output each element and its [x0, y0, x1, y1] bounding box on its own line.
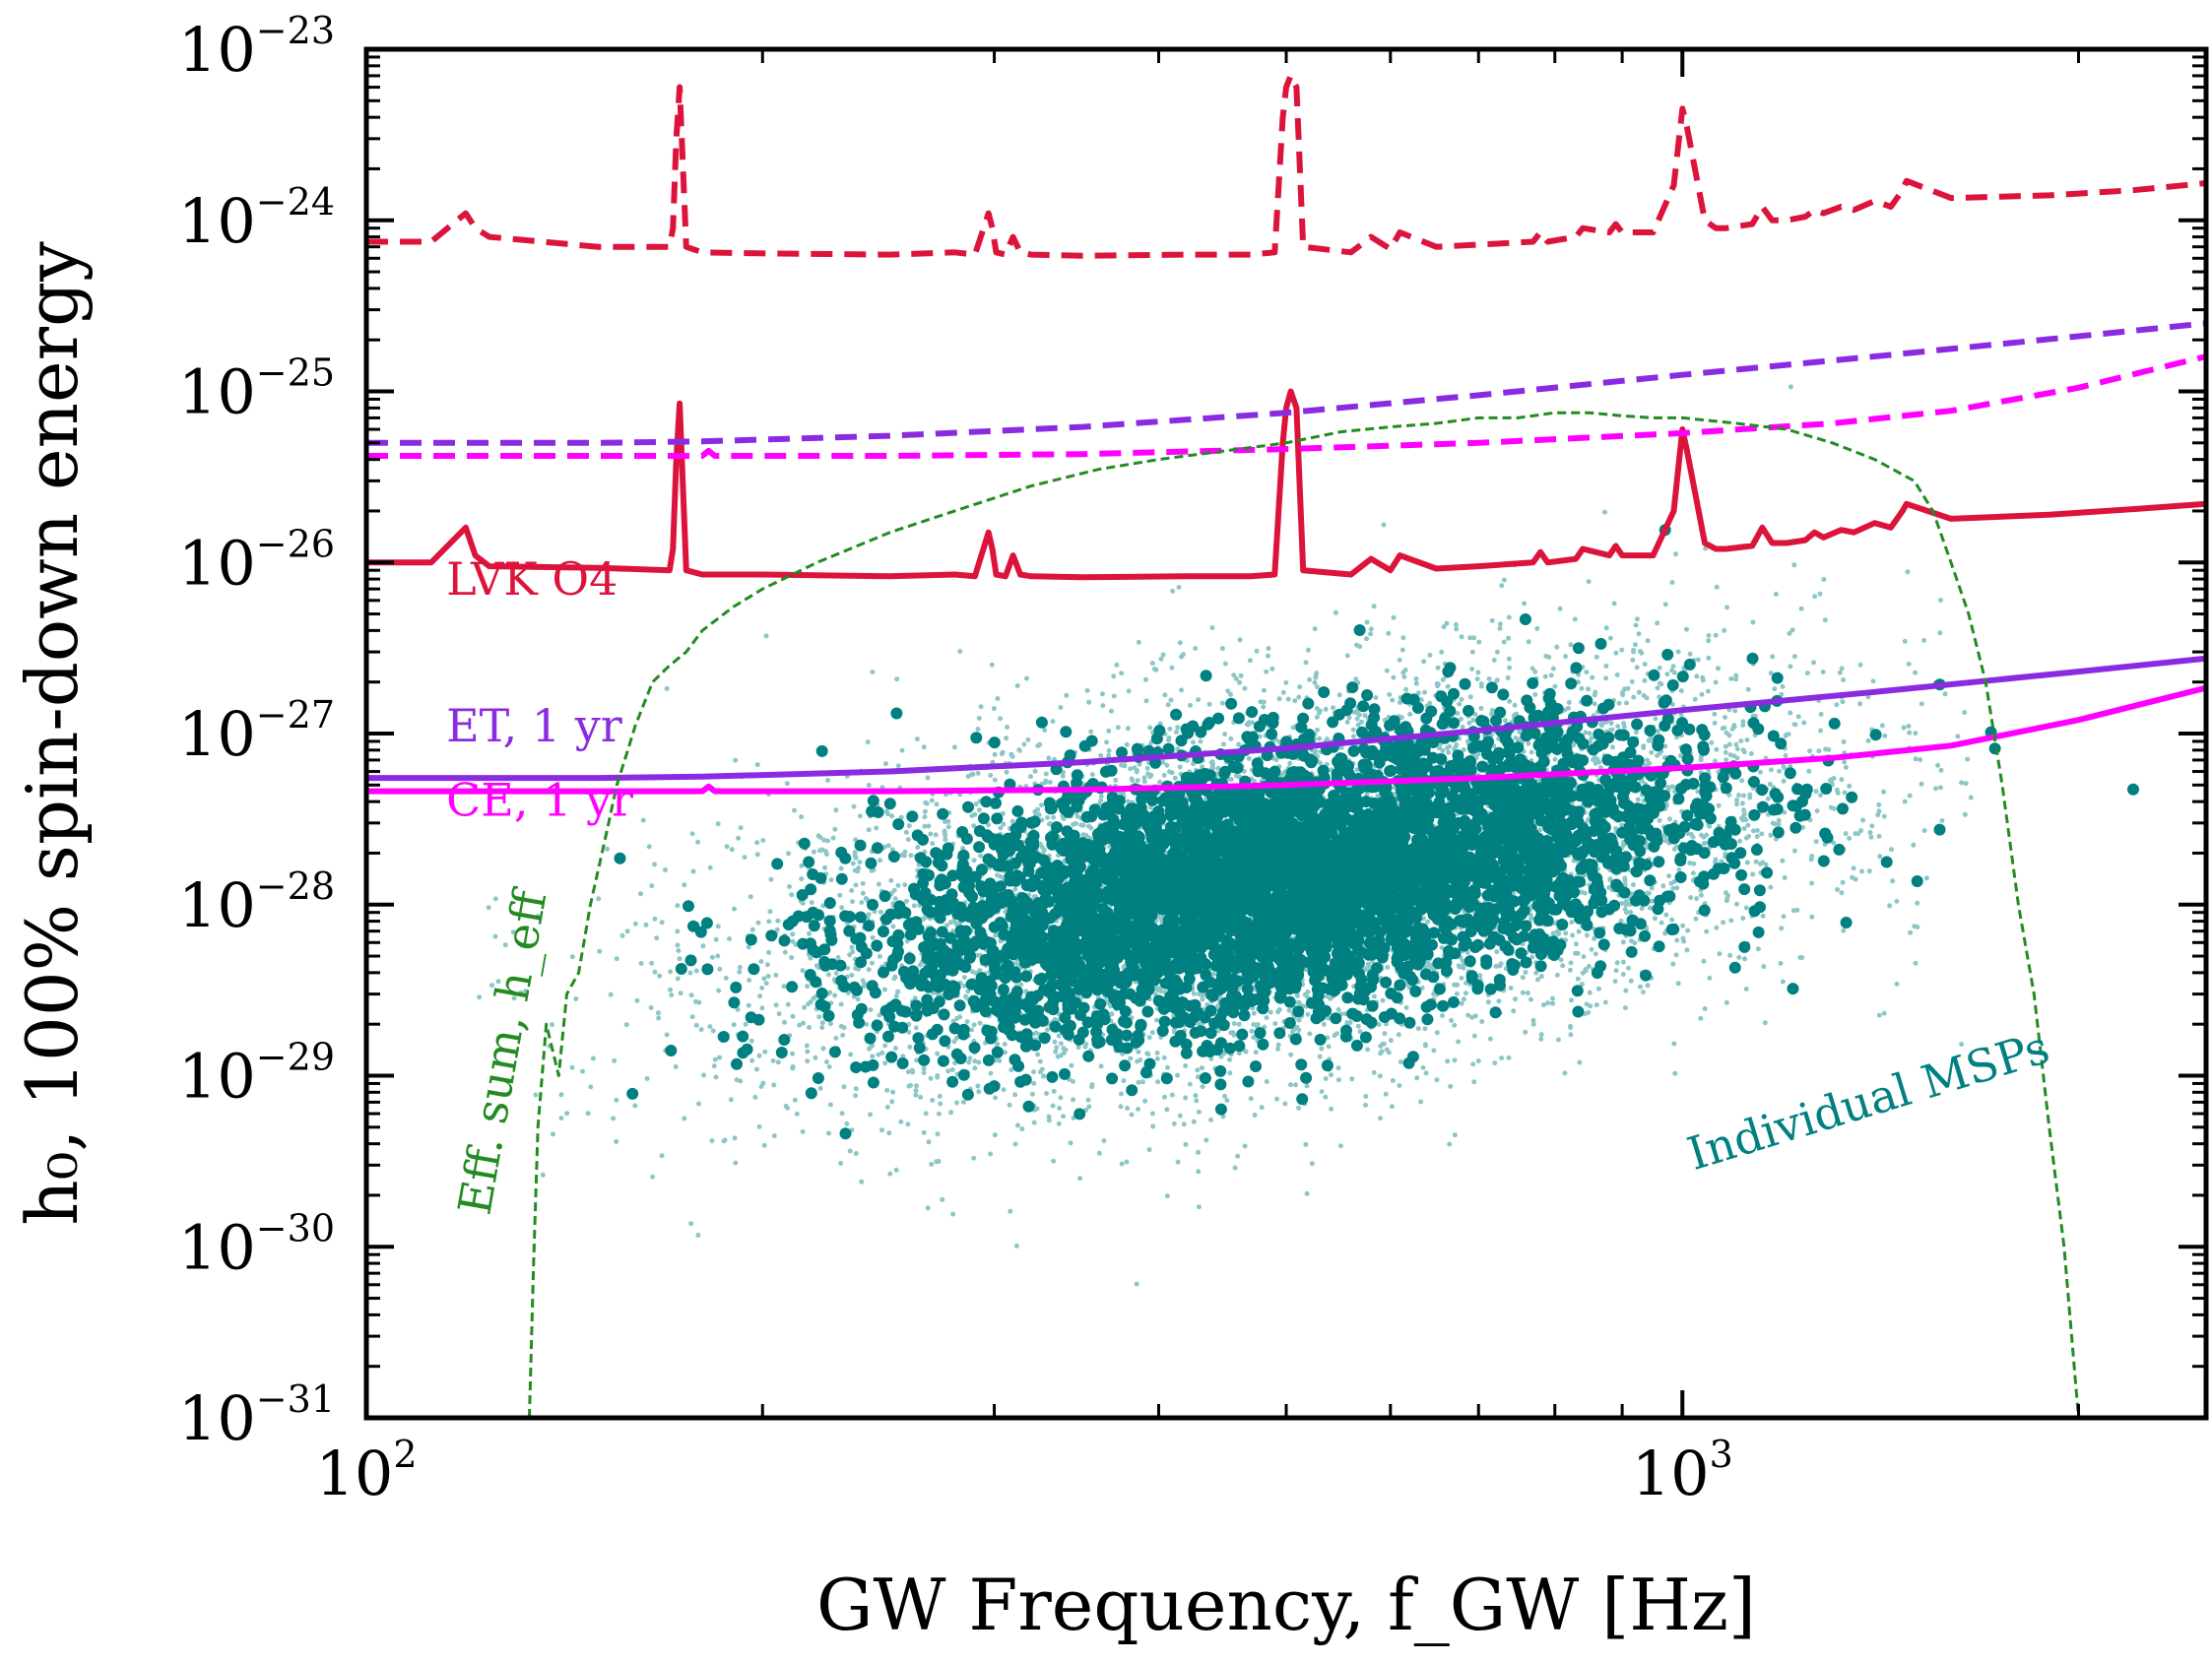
series-line-4	[366, 353, 2206, 459]
y-tick-label: 10−30	[178, 1206, 335, 1283]
annotation-1: ET, 1 yr	[446, 699, 622, 752]
y-tick-label: 10−28	[178, 864, 335, 941]
series-line-3	[366, 655, 2206, 782]
x-tick-label: 103	[1632, 1433, 1733, 1509]
annotation-2: CE, 1 yr	[446, 774, 633, 827]
y-tick-label: 10−31	[178, 1377, 335, 1454]
annotation-0: LVK O4	[446, 552, 618, 606]
series-line-1	[366, 388, 2206, 581]
series-line-0	[366, 72, 2206, 259]
tick-labels: 10−23 10−24 10−25 10−26 10−27 10−28 10−29 10−30…	[178, 9, 1733, 1509]
series-line-6	[528, 411, 2206, 1418]
y-tick-label: 10−24	[178, 180, 335, 257]
y-tick-label: 10−25	[178, 352, 335, 428]
y-axis-label: h₀, 100% spin-down energy	[11, 241, 94, 1226]
y-tick-label: 10−29	[178, 1036, 335, 1113]
series-line-2	[366, 320, 2206, 446]
y-tick-label: 10−27	[178, 693, 335, 770]
x-axis-label: GW Frequency, f_GW [Hz]	[816, 1564, 1756, 1646]
y-tick-label: 10−26	[178, 522, 335, 599]
series-line-5	[366, 684, 2206, 795]
plot-frame	[363, 46, 2209, 1421]
series-lines	[366, 72, 2206, 1418]
y-tick-label: 10−23	[178, 9, 335, 86]
x-tick-label: 102	[315, 1433, 417, 1509]
